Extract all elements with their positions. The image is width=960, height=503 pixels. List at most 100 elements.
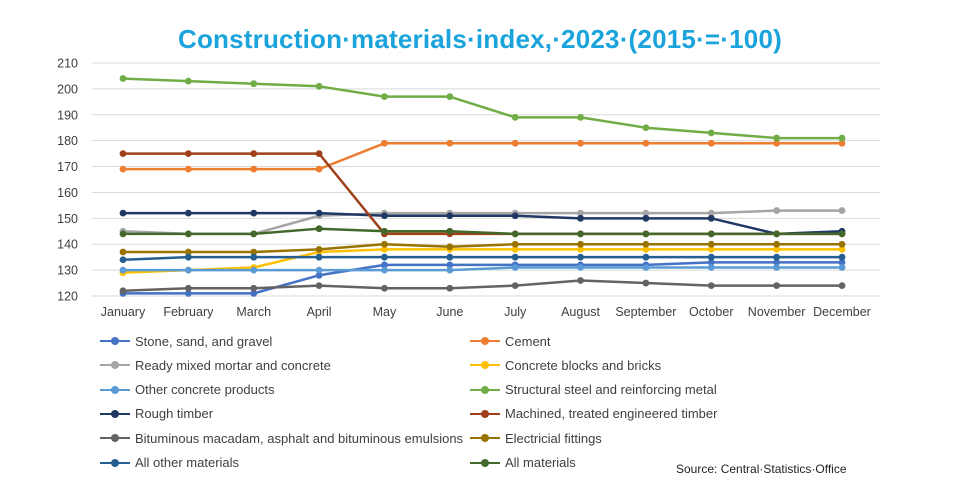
data-point [381,253,388,261]
data-point [642,124,650,132]
data-point [642,240,650,248]
x-tick-label: December [813,305,871,319]
legend-label: Ready mixed mortar and concrete [135,357,331,373]
data-point [446,266,454,274]
x-tick-label: July [504,305,527,319]
y-tick-label: 200 [57,82,78,96]
data-point [511,212,519,220]
data-point [642,214,650,222]
data-point [119,165,127,173]
data-point [707,282,715,290]
legend-swatch [470,335,500,347]
legend-swatch [470,457,500,469]
data-point [250,253,258,261]
data-point [577,139,584,147]
x-tick-label: March [236,305,271,319]
data-point [511,230,519,238]
legend-item: Other concrete products [100,380,274,400]
chart-title: Construction·materials·index,·2023·(2015… [178,24,782,54]
data-point [315,150,323,158]
data-point [838,264,846,271]
series-line [123,142,842,171]
data-point [250,209,258,217]
data-point [577,113,584,121]
data-point [446,253,454,261]
legend-swatch [100,384,130,396]
data-point [184,165,192,173]
data-point [838,258,846,266]
data-point [707,139,715,147]
data-point [446,243,454,251]
series-line [122,248,842,274]
data-point [184,290,192,297]
legend-swatch [470,408,500,420]
legend-item: Cement [470,331,551,351]
legend-item: Ready mixed mortar and concrete [100,355,331,375]
data-point [446,212,454,220]
data-point [315,253,323,261]
data-point [250,165,258,173]
data-point [315,282,323,290]
x-tick-label: May [373,305,397,319]
data-point [642,279,650,287]
y-tick-label: 210 [57,57,78,71]
y-tick-label: 130 [57,264,78,278]
data-point [707,129,715,137]
series-1 [119,139,846,173]
data-point [381,227,388,235]
series-line [122,255,842,262]
series-line [123,152,842,236]
data-point [707,246,715,253]
data-point [381,139,388,147]
data-point [707,253,715,261]
data-point [315,225,323,233]
series-line [122,279,842,293]
legend-label: Electricial fittings [505,430,602,446]
data-point [315,82,323,90]
legend-label: Cement [505,333,551,349]
data-point [119,287,127,295]
legend-label: All materials [505,455,576,470]
data-point [642,209,650,217]
data-point [773,240,781,248]
legend-swatch [100,335,130,347]
data-point [119,209,127,217]
x-tick-label: October [689,305,733,319]
data-point [577,240,584,248]
legend-item: Stone, sand, and gravel [100,331,272,351]
legend-swatch [470,432,500,444]
data-point [184,253,192,261]
data-point [446,227,454,235]
legend-item: Rough timber [100,404,213,424]
data-point [315,246,323,253]
legend-label: Stone, sand, and gravel [135,333,273,349]
legend-label: Bituminous macadam, asphalt and bitumino… [135,430,464,446]
series-lines [119,75,846,297]
data-point [511,246,519,253]
x-tick-label: February [163,305,214,319]
x-tick-label: June [436,305,463,319]
data-point [707,209,715,217]
data-point [250,266,258,274]
data-point [773,264,781,271]
data-point [707,214,715,222]
legend-item: Electricial fittings [470,428,602,448]
source-note: Source: Central·Statistics·Office [676,462,847,476]
legend-item: Concrete blocks and bricks [470,355,661,375]
data-point [315,271,323,279]
data-point [707,258,715,266]
data-point [119,230,127,238]
data-point [577,230,584,238]
data-point [642,253,650,261]
data-point [381,284,388,292]
data-point [184,248,192,256]
series-10 [119,253,846,264]
data-point [838,240,846,248]
data-point [642,139,650,147]
legend-swatch [100,432,130,444]
data-point [381,93,388,101]
data-point [511,264,519,271]
series-line [123,227,842,236]
x-tick-label: September [615,305,676,319]
series-11 [119,225,846,238]
